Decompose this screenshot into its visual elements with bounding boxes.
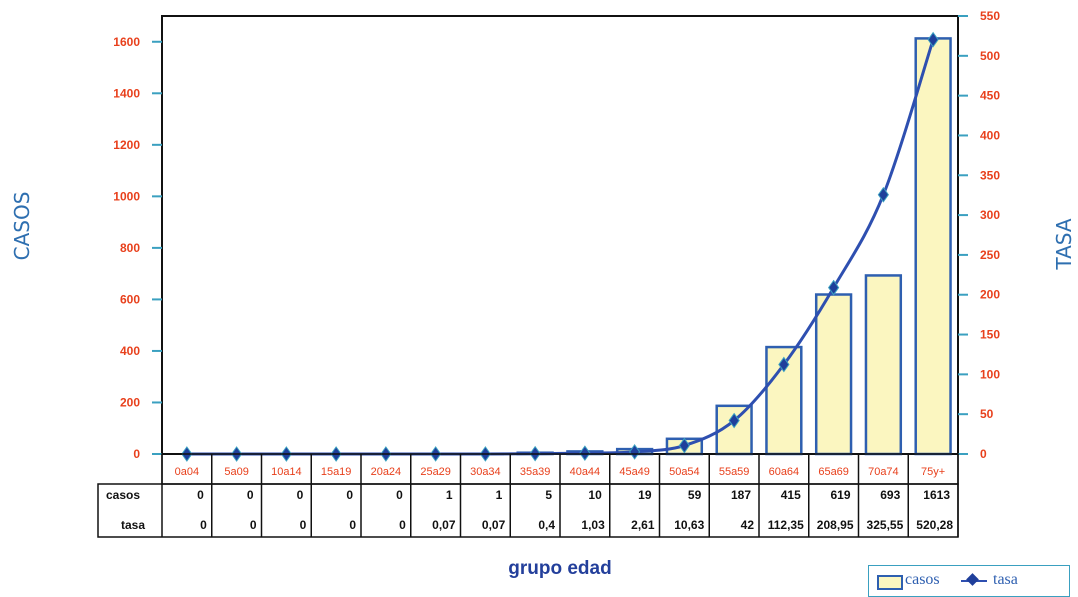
category-label: 55a59 [719,466,750,478]
category-label: 10a14 [271,466,302,478]
category-label: 65a69 [818,466,849,478]
cell-tasa: 1,03 [581,518,605,532]
bar-casos [814,293,853,456]
bar-casos [864,274,903,456]
marker-tasa [927,31,939,48]
category-label: 30a34 [470,466,501,478]
cell-casos: 1613 [923,488,950,502]
table-row-header-tasa: tasa [121,518,145,532]
cell-tasa: 520,28 [916,518,953,532]
marker-tasa [778,356,790,373]
legend-swatch-casos [877,575,903,590]
category-label: 45a49 [619,466,650,478]
marker-tasa [828,279,840,296]
bar-casos [914,37,952,456]
cell-tasa: 0 [250,518,257,532]
category-label: 15a19 [321,466,352,478]
category-label: 60a64 [769,466,800,478]
category-label: 20a24 [371,466,402,478]
cell-casos: 0 [297,488,304,502]
y-right-tick-label: 400 [980,128,1000,142]
cell-casos: 59 [688,488,702,502]
cell-tasa: 208,95 [817,518,854,532]
cell-casos: 1 [446,488,453,502]
cell-tasa: 0,4 [538,518,555,532]
cell-tasa: 0,07 [482,518,506,532]
cell-casos: 619 [830,488,850,502]
x-axis-title: grupo edad [508,558,612,579]
y-right-tick-label: 500 [980,49,1000,63]
marker-tasa [579,445,591,462]
marker-tasa [728,412,740,429]
y-right-tick-label: 550 [980,9,1000,23]
y-right-tick-label: 300 [980,208,1000,222]
cell-casos: 693 [880,488,900,502]
cell-casos: 0 [247,488,254,502]
cell-casos: 10 [588,488,602,502]
cell-tasa: 0,07 [432,518,456,532]
y-right-tick-label: 450 [980,89,1000,103]
y-right-tick-label: 200 [980,288,1000,302]
cell-tasa: 325,55 [867,518,904,532]
legend: casos tasa [868,565,1070,597]
legend-label-casos: casos [905,571,940,588]
cell-casos: 0 [197,488,204,502]
category-label: 25a29 [420,466,451,478]
y-left-tick-label: 1200 [113,138,140,152]
cell-casos: 5 [545,488,552,502]
cell-tasa: 0 [349,518,356,532]
cell-casos: 187 [731,488,751,502]
y-left-tick-label: 200 [120,395,140,409]
y-left-tick-label: 1600 [113,35,140,49]
category-label: 35a39 [520,466,551,478]
cell-tasa: 42 [741,518,755,532]
cell-tasa: 0 [399,518,406,532]
cell-tasa: 0 [300,518,307,532]
y-right-tick-label: 0 [980,447,987,461]
cell-tasa: 112,35 [768,518,804,532]
cell-tasa: 10,63 [674,518,704,532]
cell-casos: 19 [638,488,652,502]
marker-tasa [629,444,641,460]
y-right-tick-label: 250 [980,248,1000,262]
legend-marker-tasa [966,573,979,586]
y-right-tick-label: 150 [980,328,1000,342]
y-right-tick-label: 100 [980,367,1000,381]
y-left-tick-label: 0 [133,447,140,461]
cell-casos: 415 [781,488,801,502]
marker-tasa [877,186,889,203]
marker-tasa [678,437,690,454]
y-left-tick-label: 1400 [113,86,140,100]
cell-tasa: 2,61 [631,518,655,532]
category-label: 50a54 [669,466,700,478]
cell-casos: 1 [496,488,503,502]
cell-tasa: 0 [200,518,207,532]
y-right-tick-label: 350 [980,168,1000,182]
table-row-header-casos: casos [106,488,140,502]
y-left-tick-label: 800 [120,241,140,255]
cell-casos: 0 [346,488,353,502]
cell-casos: 0 [396,488,403,502]
y-right-tick-label: 50 [980,407,994,421]
category-label: 40a44 [570,466,601,478]
legend-label-tasa: tasa [993,571,1018,588]
category-label: 75y+ [921,466,945,478]
y-left-tick-label: 400 [120,344,140,358]
category-label: 5a09 [224,466,248,478]
y-left-tick-label: 1000 [113,189,140,203]
y-left-tick-label: 600 [120,292,140,306]
category-label: 70a74 [868,466,899,478]
category-label: 0a04 [175,466,199,478]
